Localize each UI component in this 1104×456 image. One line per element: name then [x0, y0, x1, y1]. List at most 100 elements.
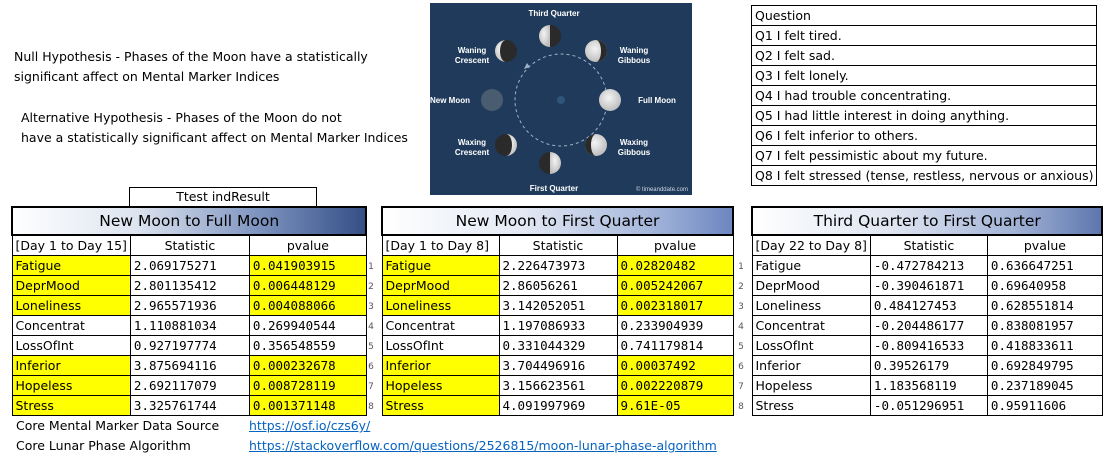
label-waxing-gibbous-1: Waxing	[620, 138, 648, 147]
label-third-quarter: Third Quarter	[528, 9, 579, 18]
pvalue-value: 0.001371148	[248, 395, 367, 416]
row-number: 1	[368, 262, 374, 272]
question-cell: Q4 I had trouble concentrating.	[750, 85, 1098, 106]
marker-name: Stress	[381, 395, 500, 416]
question-header: Question	[750, 5, 1098, 26]
pvalue-value: 0.95911606	[986, 395, 1103, 416]
marker-name: Concentrat	[751, 315, 871, 336]
pvalue-value: 0.000232678	[248, 355, 367, 376]
marker-name: Loneliness	[11, 295, 131, 316]
data-source-link[interactable]: https://osf.io/czs6y/	[249, 418, 371, 433]
question-row: Q5 I had little interest in doing anythi…	[750, 105, 1098, 126]
table-row: Concentrat 1.197086933 0.233904939	[381, 315, 734, 336]
pvalue-value: 0.006448129	[248, 275, 367, 296]
row-number: 7	[738, 382, 744, 392]
row-number: 2	[738, 282, 744, 292]
pvalue-header: pvalue	[986, 234, 1103, 256]
data-source-label: Core Mental Marker Data Source	[16, 418, 220, 433]
algorithm-label: Core Lunar Phase Algorithm	[16, 438, 191, 453]
pvalue-header: pvalue	[616, 234, 734, 256]
table-title: Third Quarter to First Quarter	[750, 206, 1104, 236]
marker-name: Loneliness	[381, 295, 500, 316]
pvalue-value: 0.02820482	[616, 255, 734, 276]
full-moon-icon	[599, 89, 621, 111]
table-row: DeprMood 2.86056261 0.005242067	[381, 275, 734, 296]
label-new-moon: New Moon	[430, 96, 470, 105]
statistic-value: 3.325761744	[129, 395, 250, 416]
question-cell: Q8 I felt stressed (tense, restless, ner…	[750, 165, 1098, 186]
marker-name: LossOfInt	[11, 335, 131, 356]
marker-name: LossOfInt	[381, 335, 500, 356]
statistic-value: 2.965571936	[129, 295, 250, 316]
label-full-moon: Full Moon	[638, 96, 676, 105]
pvalue-value: 0.269940544	[248, 315, 367, 336]
row-number: 5	[738, 342, 744, 352]
statistic-value: 0.484127453	[869, 295, 988, 316]
statistic-value: -0.390461871	[869, 275, 988, 296]
question-cell: Q1 I felt tired.	[750, 25, 1098, 46]
statistic-value: 3.875694116	[129, 355, 250, 376]
pvalue-value: 0.692849795	[986, 355, 1103, 376]
question-cell: Q5 I had little interest in doing anythi…	[750, 105, 1098, 126]
third-quarter-moon-icon	[539, 25, 561, 47]
pvalue-value: 0.69640958	[986, 275, 1103, 296]
question-row: Q2 I felt sad.	[750, 45, 1098, 66]
marker-name: DeprMood	[11, 275, 131, 296]
statistic-value: 2.86056261	[498, 275, 618, 296]
statistic-value: 4.091997969	[498, 395, 618, 416]
marker-name: LossOfInt	[751, 335, 871, 356]
table-title-row: Third Quarter to First Quarter	[750, 206, 1104, 236]
pvalue-value: 0.005242067	[616, 275, 734, 296]
waxing-crescent-moon-icon	[495, 134, 517, 156]
row-number: 8	[738, 402, 744, 412]
question-cell: Q7 I felt pessimistic about my future.	[750, 145, 1098, 166]
table-row: DeprMood -0.390461871 0.69640958	[751, 275, 1103, 296]
earth-marker	[557, 96, 565, 104]
table-title-row: New Moon to First Quarter	[381, 206, 734, 236]
question-row: Q6 I felt inferior to others.	[750, 125, 1098, 146]
marker-name: DeprMood	[381, 275, 500, 296]
table-row: Hopeless 3.156623561 0.002220879	[381, 375, 734, 396]
pvalue-value: 0.041903915	[248, 255, 367, 276]
marker-name: Inferior	[751, 355, 871, 376]
algorithm-link[interactable]: https://stackoverflow.com/questions/2526…	[249, 438, 717, 453]
null-hypothesis-line1: Null Hypothesis - Phases of the Moon hav…	[14, 49, 368, 64]
question-row: Q7 I felt pessimistic about my future.	[750, 145, 1098, 166]
waning-crescent-moon-icon	[495, 40, 517, 62]
table-header-row: [Day 22 to Day 8] Statistic pvalue	[751, 234, 1103, 256]
day-range-header: [Day 22 to Day 8]	[751, 234, 871, 256]
day-range-header: [Day 1 to Day 15]	[11, 234, 131, 256]
pvalue-value: 0.008728119	[248, 375, 367, 396]
marker-name: Inferior	[11, 355, 131, 376]
table-row: DeprMood 2.801135412 0.006448129	[11, 275, 367, 296]
row-number: 4	[368, 322, 374, 332]
statistic-value: -0.204486177	[869, 315, 988, 336]
pvalue-value: 0.356548559	[248, 335, 367, 356]
table-row: LossOfInt 0.331044329 0.741179814	[381, 335, 734, 356]
label-waning-crescent-2: Crescent	[455, 56, 490, 65]
marker-name: Fatigue	[381, 255, 500, 276]
question-row: Q1 I felt tired.	[750, 25, 1098, 46]
statistic-value: 3.156623561	[498, 375, 618, 396]
table-row: Concentrat 1.110881034 0.269940544	[11, 315, 367, 336]
marker-name: Inferior	[381, 355, 500, 376]
statistic-value: 2.692117079	[129, 375, 250, 396]
pvalue-value: 0.237189045	[986, 375, 1103, 396]
null-hypothesis-line2: significant affect on Mental Marker Indi…	[14, 69, 280, 84]
pvalue-value: 0.002318017	[616, 295, 734, 316]
table-row: Hopeless 1.183568119 0.237189045	[751, 375, 1103, 396]
label-waning-crescent-1: Waning	[458, 46, 487, 55]
table-header-row: [Day 1 to Day 15] Statistic pvalue	[11, 234, 367, 256]
pvalue-value: 0.628551814	[986, 295, 1103, 316]
marker-name: Concentrat	[11, 315, 131, 336]
table-row: Loneliness 3.142052051 0.002318017	[381, 295, 734, 316]
table-row: Inferior 0.39526179 0.692849795	[751, 355, 1103, 376]
alternative-hypothesis-line2: have a statistically significant affect …	[21, 130, 408, 145]
waning-gibbous-moon-icon	[585, 40, 607, 62]
table-row: Hopeless 2.692117079 0.008728119	[11, 375, 367, 396]
pvalue-value: 0.838081957	[986, 315, 1103, 336]
statistic-value: 1.110881034	[129, 315, 250, 336]
marker-name: Hopeless	[751, 375, 871, 396]
statistic-value: -0.472784213	[869, 255, 988, 276]
label-waxing-crescent-2: Crescent	[455, 148, 490, 157]
